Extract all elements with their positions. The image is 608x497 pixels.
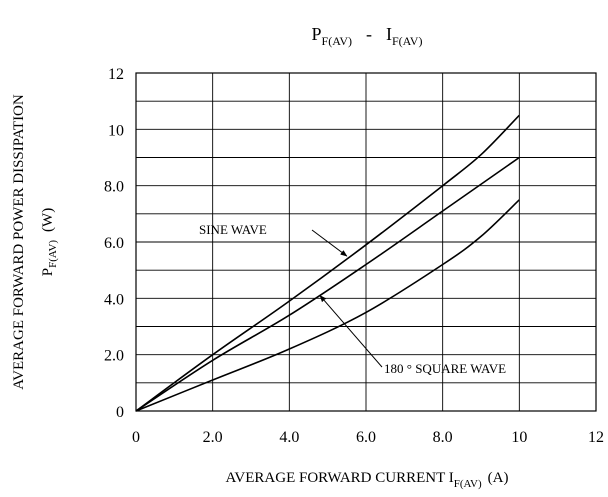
title-left-sub: F(AV) [322,34,352,48]
x-tick-label-1: 2.0 [203,429,223,446]
x-axis-title-unit: (A) [488,470,509,486]
y-axis-title-line1: AVERAGE FORWARD POWER DISSIPATION [11,94,27,390]
annotation-label-1: 180 ° SQUARE WAVE [384,361,506,376]
series-line-2 [135,199,520,412]
y-axis-symbol-sub: F(AV) [47,240,59,268]
series-line-1 [135,156,520,412]
tick-labels: 0 2.0 4.0 6.0 8.0 10 12 0 2.0 4.0 6.0 8.0 10 12 [104,66,604,446]
y-tick-label-0: 0 [116,404,124,421]
x-axis-title-sub: F(AV) [454,478,482,490]
x-tick-label-2: 4.0 [279,429,299,446]
y-axis-unit: (W) [40,208,56,232]
x-tick-label-5: 10 [511,429,527,446]
x-axis-title: AVERAGE FORWARD CURRENT IF(AV) (A) [226,470,509,490]
plot-frame [135,72,597,412]
x-tick-label-0: 0 [132,429,140,446]
y-tick-label-6: 12 [108,66,124,83]
x-tick-label-6: 12 [588,429,604,446]
annotation-arrow-0 [311,229,348,257]
x-tick-label-4: 8.0 [433,429,453,446]
annotation-arrow-1 [319,294,383,368]
title-right-sub: F(AV) [392,34,422,48]
chart-title: PF(AV) - IF(AV) [312,24,423,48]
grid [135,72,597,412]
y-axis-title-line2: PF(AV) (W) [40,208,59,276]
title-right: I [386,24,392,44]
y-tick-label-5: 10 [108,122,124,139]
y-tick-label-1: 2.0 [104,348,124,365]
title-separator: - [366,24,372,44]
y-tick-label-2: 4.0 [104,291,124,308]
annotation-label-0: SINE WAVE [199,222,267,237]
annotations: SINE WAVE 180 ° SQUARE WAVE [199,222,506,376]
title-left: P [312,24,322,44]
x-axis-title-text: AVERAGE FORWARD CURRENT I [226,470,454,486]
series-line-0 [135,114,520,412]
y-axis-symbol: P [40,268,56,276]
y-tick-label-4: 8.0 [104,179,124,196]
x-tick-label-3: 6.0 [356,429,376,446]
y-tick-label-3: 6.0 [104,235,124,252]
series-lines [135,114,520,412]
